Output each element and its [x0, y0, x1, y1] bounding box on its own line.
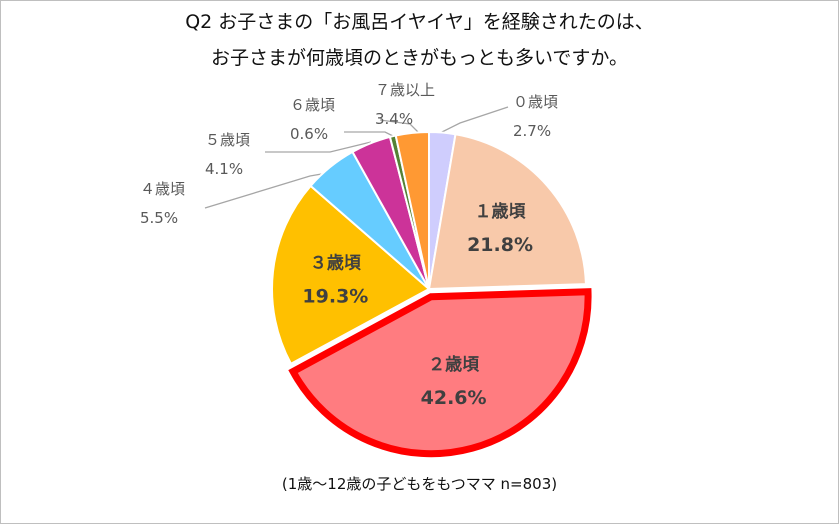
slice-category-label: ５歳頃 — [205, 131, 250, 149]
slice-value-label: 3.4% — [375, 110, 413, 128]
slice-value-label: 0.6% — [290, 125, 328, 143]
pie-slice — [394, 131, 430, 290]
chart-title-line-2: お子さまが何歳頃のときがもっとも多いですか。 — [210, 47, 629, 69]
leader-line — [437, 106, 509, 135]
pie-slice — [428, 133, 587, 290]
slice-value-label: 42.6% — [421, 387, 487, 409]
slice-category-label: ３歳頃 — [310, 253, 362, 274]
slice-category-label: ４歳頃 — [140, 180, 185, 198]
slice-category-label: ２歳頃 — [428, 354, 480, 375]
leader-line — [265, 141, 372, 153]
slice-value-label: 4.1% — [205, 160, 243, 178]
pie-slice — [271, 184, 430, 365]
slice-category-label: １歳頃 — [475, 201, 527, 222]
chart-title-line-1: Q2 お子さまの「お風呂イヤイヤ」を経験されたのは、 — [185, 11, 654, 33]
pie-slice — [288, 288, 592, 458]
sample-note: (1歳～12歳の子どもをもつママ n=803) — [281, 475, 558, 493]
slice-value-label: 21.8% — [467, 234, 533, 256]
slice-category-label: ７歳以上 — [375, 81, 435, 99]
slice-category-label: ６歳頃 — [290, 96, 335, 114]
slice-value-label: 2.7% — [513, 122, 551, 140]
slice-value-label: 5.5% — [140, 209, 178, 227]
slice-value-label: 19.3% — [302, 286, 368, 308]
leader-line — [379, 119, 419, 133]
slice-category-label: ０歳頃 — [513, 93, 558, 111]
